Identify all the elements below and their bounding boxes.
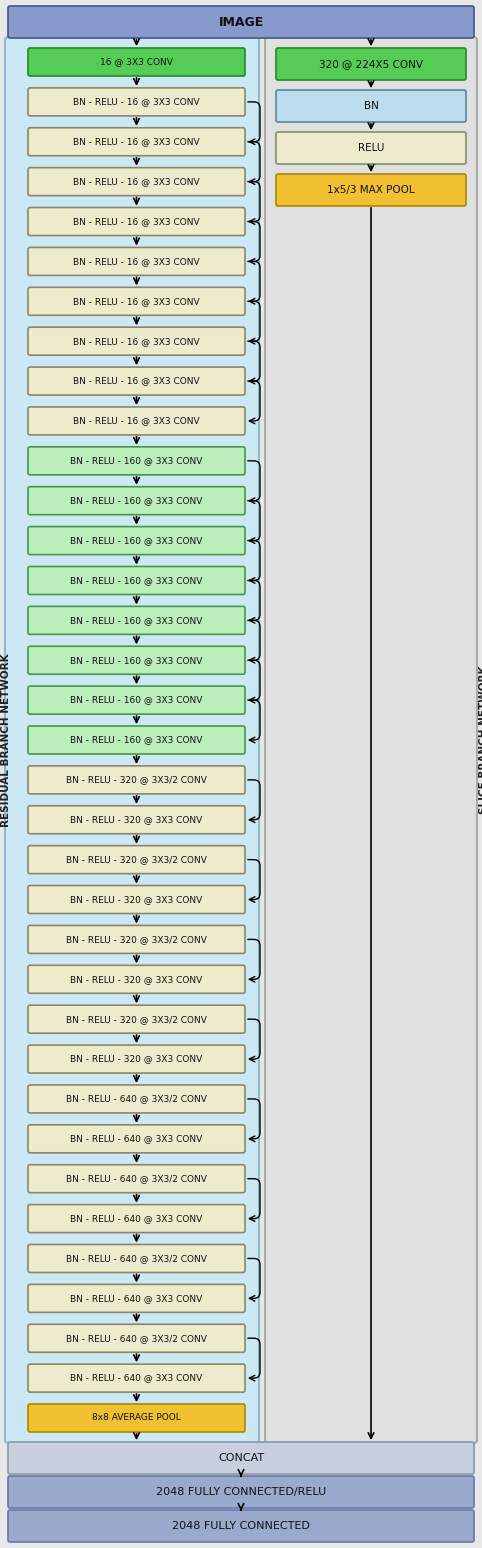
Text: BN - RELU - 16 @ 3X3 CONV: BN - RELU - 16 @ 3X3 CONV [73,416,200,426]
Text: BN - RELU - 640 @ 3X3 CONV: BN - RELU - 640 @ 3X3 CONV [70,1214,202,1223]
FancyBboxPatch shape [8,6,474,39]
Text: BN - RELU - 320 @ 3X3/2 CONV: BN - RELU - 320 @ 3X3/2 CONV [66,776,207,785]
FancyBboxPatch shape [28,88,245,116]
Text: 8x8 AVERAGE POOL: 8x8 AVERAGE POOL [92,1413,181,1423]
FancyBboxPatch shape [28,1125,245,1153]
Text: BN - RELU - 160 @ 3X3 CONV: BN - RELU - 160 @ 3X3 CONV [70,497,203,505]
FancyBboxPatch shape [28,248,245,276]
FancyBboxPatch shape [28,1285,245,1313]
Text: BN - RELU - 160 @ 3X3 CONV: BN - RELU - 160 @ 3X3 CONV [70,735,203,745]
FancyBboxPatch shape [28,367,245,395]
Text: BN - RELU - 640 @ 3X3/2 CONV: BN - RELU - 640 @ 3X3/2 CONV [66,1254,207,1263]
Text: BN - RELU - 320 @ 3X3/2 CONV: BN - RELU - 320 @ 3X3/2 CONV [66,935,207,944]
FancyBboxPatch shape [28,726,245,754]
FancyBboxPatch shape [28,766,245,794]
Text: BN - RELU - 16 @ 3X3 CONV: BN - RELU - 16 @ 3X3 CONV [73,336,200,345]
FancyBboxPatch shape [28,845,245,873]
Text: BN - RELU - 320 @ 3X3/2 CONV: BN - RELU - 320 @ 3X3/2 CONV [66,1014,207,1023]
FancyBboxPatch shape [28,48,245,76]
Text: RELU: RELU [358,142,384,153]
Text: BN - RELU - 16 @ 3X3 CONV: BN - RELU - 16 @ 3X3 CONV [73,257,200,266]
FancyBboxPatch shape [28,526,245,554]
Text: BN - RELU - 16 @ 3X3 CONV: BN - RELU - 16 @ 3X3 CONV [73,297,200,307]
Text: BN - RELU - 16 @ 3X3 CONV: BN - RELU - 16 @ 3X3 CONV [73,176,200,186]
FancyBboxPatch shape [28,646,245,675]
FancyBboxPatch shape [28,1324,245,1353]
FancyBboxPatch shape [28,1364,245,1392]
Text: RESIDUAL BRANCH NETWORK: RESIDUAL BRANCH NETWORK [1,653,11,827]
FancyBboxPatch shape [276,132,466,164]
Text: BN - RELU - 320 @ 3X3/2 CONV: BN - RELU - 320 @ 3X3/2 CONV [66,854,207,864]
FancyBboxPatch shape [28,1045,245,1073]
Text: BN - RELU - 320 @ 3X3 CONV: BN - RELU - 320 @ 3X3 CONV [70,1054,202,1063]
FancyBboxPatch shape [276,48,466,80]
Text: 2048 FULLY CONNECTED/RELU: 2048 FULLY CONNECTED/RELU [156,1488,326,1497]
Text: 2048 FULLY CONNECTED: 2048 FULLY CONNECTED [172,1522,310,1531]
FancyBboxPatch shape [28,486,245,514]
Text: BN - RELU - 640 @ 3X3 CONV: BN - RELU - 640 @ 3X3 CONV [70,1294,202,1303]
Text: BN - RELU - 320 @ 3X3 CONV: BN - RELU - 320 @ 3X3 CONV [70,816,202,824]
FancyBboxPatch shape [28,926,245,954]
FancyBboxPatch shape [28,1245,245,1272]
FancyBboxPatch shape [28,885,245,913]
FancyBboxPatch shape [28,1204,245,1232]
Text: BN - RELU - 160 @ 3X3 CONV: BN - RELU - 160 @ 3X3 CONV [70,616,203,625]
FancyBboxPatch shape [276,90,466,122]
FancyBboxPatch shape [28,447,245,475]
Text: SLICE BRANCH NETWORK: SLICE BRANCH NETWORK [479,666,482,814]
FancyBboxPatch shape [28,407,245,435]
Text: BN: BN [363,101,378,111]
FancyBboxPatch shape [28,327,245,354]
Text: BN - RELU - 640 @ 3X3/2 CONV: BN - RELU - 640 @ 3X3/2 CONV [66,1175,207,1183]
FancyBboxPatch shape [28,567,245,594]
Text: BN - RELU - 640 @ 3X3/2 CONV: BN - RELU - 640 @ 3X3/2 CONV [66,1094,207,1104]
FancyBboxPatch shape [8,1475,474,1508]
FancyBboxPatch shape [265,37,477,1443]
Text: 16 @ 3X3 CONV: 16 @ 3X3 CONV [100,57,173,67]
FancyBboxPatch shape [5,37,259,1443]
Text: BN - RELU - 320 @ 3X3 CONV: BN - RELU - 320 @ 3X3 CONV [70,895,202,904]
FancyBboxPatch shape [8,1443,474,1474]
Text: 1x5/3 MAX POOL: 1x5/3 MAX POOL [327,186,415,195]
Text: CONCAT: CONCAT [218,1454,264,1463]
FancyBboxPatch shape [28,1164,245,1192]
Text: BN - RELU - 160 @ 3X3 CONV: BN - RELU - 160 @ 3X3 CONV [70,536,203,545]
FancyBboxPatch shape [28,1404,245,1432]
Text: IMAGE: IMAGE [218,15,264,28]
Text: BN - RELU - 16 @ 3X3 CONV: BN - RELU - 16 @ 3X3 CONV [73,138,200,146]
FancyBboxPatch shape [28,1005,245,1033]
Text: BN - RELU - 640 @ 3X3 CONV: BN - RELU - 640 @ 3X3 CONV [70,1135,202,1144]
FancyBboxPatch shape [28,288,245,316]
Text: BN - RELU - 160 @ 3X3 CONV: BN - RELU - 160 @ 3X3 CONV [70,457,203,466]
FancyBboxPatch shape [28,686,245,714]
FancyBboxPatch shape [28,207,245,235]
FancyBboxPatch shape [28,167,245,195]
Text: BN - RELU - 16 @ 3X3 CONV: BN - RELU - 16 @ 3X3 CONV [73,217,200,226]
FancyBboxPatch shape [276,173,466,206]
Text: BN - RELU - 640 @ 3X3 CONV: BN - RELU - 640 @ 3X3 CONV [70,1373,202,1382]
FancyBboxPatch shape [28,128,245,156]
Text: BN - RELU - 160 @ 3X3 CONV: BN - RELU - 160 @ 3X3 CONV [70,695,203,704]
Text: BN - RELU - 16 @ 3X3 CONV: BN - RELU - 16 @ 3X3 CONV [73,98,200,107]
FancyBboxPatch shape [28,966,245,994]
Text: BN - RELU - 160 @ 3X3 CONV: BN - RELU - 160 @ 3X3 CONV [70,576,203,585]
FancyBboxPatch shape [8,1509,474,1542]
Text: BN - RELU - 16 @ 3X3 CONV: BN - RELU - 16 @ 3X3 CONV [73,376,200,385]
Text: 320 @ 224X5 CONV: 320 @ 224X5 CONV [319,59,423,70]
FancyBboxPatch shape [28,607,245,635]
FancyBboxPatch shape [28,807,245,834]
Text: BN - RELU - 160 @ 3X3 CONV: BN - RELU - 160 @ 3X3 CONV [70,656,203,664]
FancyBboxPatch shape [28,1085,245,1113]
Text: BN - RELU - 320 @ 3X3 CONV: BN - RELU - 320 @ 3X3 CONV [70,975,202,985]
Text: BN - RELU - 640 @ 3X3/2 CONV: BN - RELU - 640 @ 3X3/2 CONV [66,1334,207,1342]
